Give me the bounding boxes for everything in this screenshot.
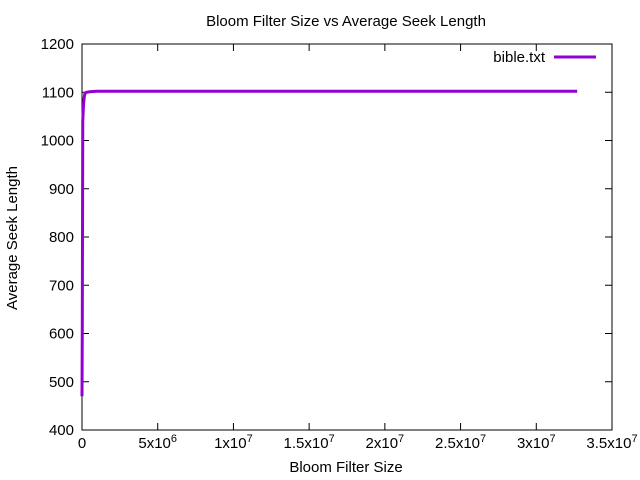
x-tick-label: 1.5x107 — [284, 433, 335, 452]
x-tick-label: 3x107 — [517, 433, 556, 452]
x-tick-base: 2.5x10 — [435, 435, 480, 452]
y-tick-label: 600 — [49, 326, 74, 343]
x-axis-label: Bloom Filter Size — [289, 459, 402, 476]
series-layer — [80, 89, 578, 397]
y-tick-label: 700 — [49, 277, 74, 294]
y-tick-label: 500 — [49, 374, 74, 391]
legend-label: bible.txt — [493, 49, 546, 66]
x-tick-exponent: 7 — [329, 433, 335, 445]
chart-title: Bloom Filter Size vs Average Seek Length — [206, 13, 486, 30]
x-tick-base: 3.5x10 — [586, 435, 631, 452]
y-tick-label: 1000 — [41, 133, 74, 150]
x-tick-label: 0 — [78, 435, 86, 452]
y-tick-label: 400 — [49, 422, 74, 439]
legend: bible.txt — [493, 49, 596, 66]
x-tick-base: 0 — [78, 435, 86, 452]
x-tick-label: 1x107 — [214, 433, 253, 452]
x-axis: 0 5x106 1x107 1.5x107 2x107 2.5x107 3x107 3.5x1… — [78, 44, 638, 452]
x-tick-exponent: 6 — [171, 433, 177, 445]
plot-border — [81, 43, 613, 431]
y-tick-label: 1100 — [42, 84, 74, 101]
y-tick-label: 900 — [49, 181, 74, 198]
x-tick-exponent: 7 — [631, 433, 637, 445]
y-tick-label: 1200 — [41, 36, 74, 53]
y-tick-label: 800 — [49, 229, 74, 246]
x-tick-label: 3.5x107 — [586, 433, 637, 452]
x-tick-base: 1.5x10 — [284, 435, 329, 452]
x-tick-base: 5x10 — [138, 435, 171, 452]
x-tick-exponent: 7 — [480, 433, 486, 445]
x-tick-base: 3x10 — [517, 435, 550, 452]
y-axis: 400 500 600 700 800 900 1000 1100 1200 — [41, 36, 612, 439]
series-line-0 — [80, 89, 578, 397]
x-tick-label: 5x106 — [138, 433, 177, 452]
x-tick-exponent: 7 — [549, 433, 555, 445]
x-tick-exponent: 7 — [247, 433, 253, 445]
x-tick-base: 2x10 — [366, 435, 399, 452]
x-tick-label: 2x107 — [366, 433, 405, 452]
y-axis-label: Average Seek Length — [4, 166, 21, 310]
x-tick-exponent: 7 — [398, 433, 404, 445]
x-tick-base: 1x10 — [214, 435, 247, 452]
x-tick-label: 2.5x107 — [435, 433, 486, 452]
